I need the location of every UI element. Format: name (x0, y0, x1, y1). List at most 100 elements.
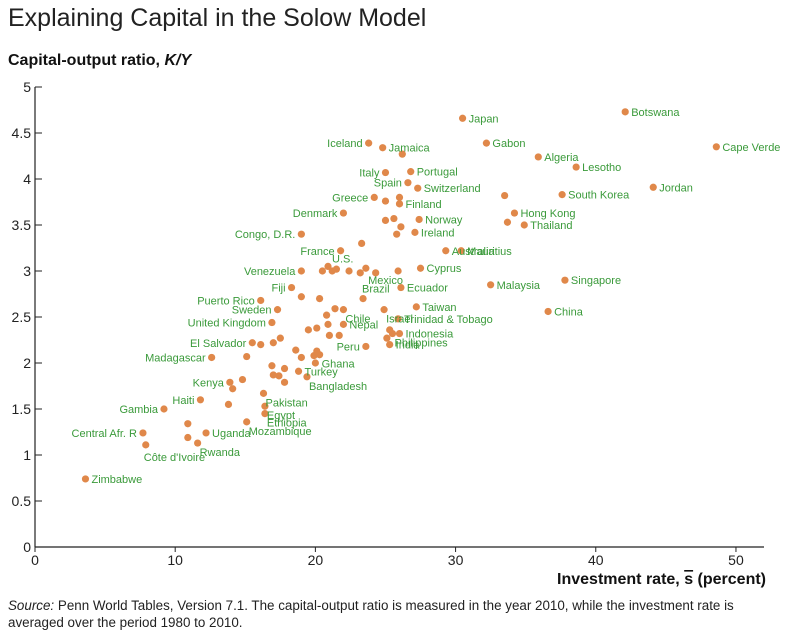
data-point (339, 209, 348, 217)
point-label: Finland (406, 199, 442, 211)
data-point (224, 400, 233, 408)
data-point (482, 139, 491, 147)
point-label: Jamaica (389, 143, 431, 155)
data-point (487, 281, 495, 289)
data-point (208, 353, 216, 362)
point-label: Haiti (172, 395, 194, 407)
data-point (142, 441, 150, 449)
data-point (397, 283, 405, 292)
point-label: Madagascar (145, 352, 206, 364)
y-tick-label: 4.5 (12, 125, 32, 141)
data-point (280, 364, 289, 373)
data-point (275, 372, 283, 380)
point-label: Cyprus (427, 263, 462, 275)
data-point (383, 334, 391, 342)
point-label: Portugal (417, 167, 458, 179)
data-point (415, 215, 423, 224)
x-axis-title: Investment rate, s (percent) (557, 571, 766, 588)
data-point (202, 429, 210, 437)
data-point (257, 296, 265, 305)
page-title: Explaining Capital in the Solow Model (8, 4, 427, 32)
data-point (280, 378, 289, 386)
x-tick-label: 30 (448, 552, 464, 568)
data-point (268, 362, 276, 370)
data-point (394, 315, 402, 323)
data-point (381, 168, 390, 177)
data-point (303, 373, 311, 381)
point-label: Australia (452, 246, 496, 258)
point-label: Gambia (119, 404, 158, 416)
data-point (621, 108, 629, 116)
point-label: Algeria (544, 152, 579, 164)
point-label: Rwanda (200, 447, 241, 459)
data-point (345, 267, 353, 275)
data-point (503, 218, 512, 226)
data-point (388, 329, 397, 338)
data-point (510, 209, 519, 217)
point-label: Kenya (193, 377, 225, 389)
data-point (332, 265, 341, 273)
data-point (561, 276, 569, 284)
point-label: Turkey (305, 366, 339, 378)
point-label: El Salvador (190, 338, 247, 350)
point-label: Indonesia (406, 329, 455, 341)
data-point (397, 223, 405, 231)
data-point (238, 375, 247, 384)
data-point (395, 329, 404, 338)
point-label: South Korea (568, 190, 630, 202)
point-label: Denmark (293, 208, 338, 220)
data-point (381, 216, 390, 224)
point-label: Côte d'Ivoire (144, 452, 205, 464)
data-point (287, 283, 296, 292)
data-point (294, 367, 303, 375)
data-point (261, 410, 269, 418)
data-point (411, 228, 419, 236)
data-point (381, 197, 390, 205)
y-tick-label: 2.5 (12, 309, 32, 325)
point-label: Greece (332, 192, 368, 204)
data-point (649, 183, 657, 191)
data-point (194, 439, 202, 447)
data-point (297, 267, 305, 275)
point-label: Zimbabwe (91, 474, 142, 486)
x-tick-label: 40 (588, 552, 604, 568)
source-note: Source: Penn World Tables, Version 7.1. … (8, 597, 772, 631)
data-point (226, 378, 234, 386)
data-point (331, 305, 339, 313)
data-point (380, 306, 388, 314)
data-point (337, 247, 345, 255)
point-labels: Botswana Japan Cape Verde Gabon Iceland Jamai… (72, 107, 781, 486)
data-point (335, 331, 343, 339)
data-point (362, 342, 370, 351)
data-point (268, 318, 276, 327)
data-point (324, 262, 332, 270)
point-label: Singapore (571, 275, 621, 287)
point-label: France (300, 246, 334, 258)
x-tick-label: 0 (31, 552, 39, 568)
x-tick-label: 20 (308, 552, 324, 568)
data-point (501, 191, 509, 200)
data-point (442, 247, 450, 255)
data-point (339, 320, 348, 328)
data-point (395, 200, 404, 208)
point-label: Trinidad & Tobago (404, 314, 493, 326)
data-point (259, 389, 268, 397)
point-label: Venezuela (244, 266, 296, 278)
data-point (398, 150, 406, 158)
point-label: Peru (337, 341, 360, 353)
y-axis-title: Capital-output ratio, K/Y (8, 52, 192, 69)
point-label: Pakistan (266, 397, 308, 409)
point-label: Japan (469, 113, 499, 125)
data-point (297, 293, 305, 301)
data-point (276, 334, 284, 342)
point-label: Uganda (212, 428, 251, 440)
data-point (393, 230, 401, 238)
data-point (243, 418, 251, 426)
point-label: Taiwan (422, 302, 456, 314)
data-point (243, 352, 251, 361)
point-label: Ethiopia (267, 418, 308, 430)
data-point (324, 320, 332, 328)
y-tick-label: 0 (23, 539, 31, 555)
y-tick-label: 0.5 (12, 493, 32, 509)
point-label: Botswana (631, 107, 680, 119)
